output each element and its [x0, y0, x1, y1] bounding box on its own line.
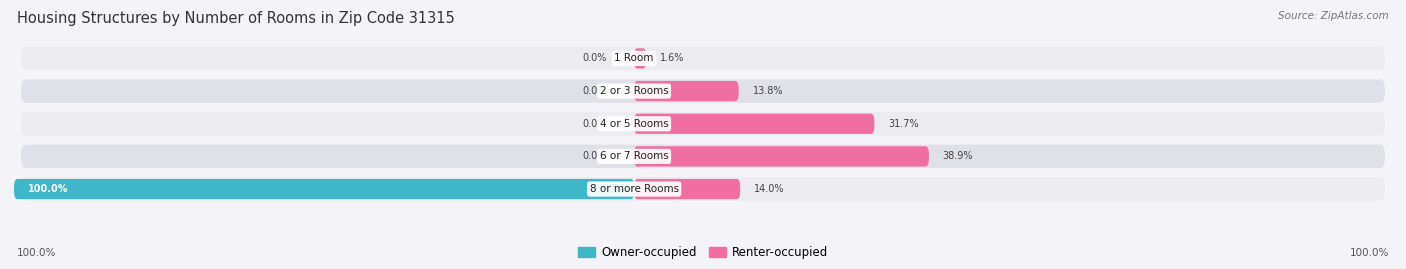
FancyBboxPatch shape	[21, 79, 1385, 103]
FancyBboxPatch shape	[634, 114, 875, 134]
Text: 38.9%: 38.9%	[942, 151, 973, 161]
Text: 31.7%: 31.7%	[889, 119, 918, 129]
FancyBboxPatch shape	[21, 47, 1385, 70]
Text: 6 or 7 Rooms: 6 or 7 Rooms	[600, 151, 668, 161]
FancyBboxPatch shape	[21, 112, 1385, 136]
Legend: Owner-occupied, Renter-occupied: Owner-occupied, Renter-occupied	[572, 242, 834, 264]
Text: 0.0%: 0.0%	[582, 86, 606, 96]
FancyBboxPatch shape	[21, 177, 1385, 201]
Text: 100.0%: 100.0%	[17, 248, 56, 258]
FancyBboxPatch shape	[634, 146, 929, 167]
Text: 0.0%: 0.0%	[582, 119, 606, 129]
Text: 100.0%: 100.0%	[1350, 248, 1389, 258]
FancyBboxPatch shape	[634, 179, 740, 199]
Text: 0.0%: 0.0%	[582, 151, 606, 161]
Text: Source: ZipAtlas.com: Source: ZipAtlas.com	[1278, 11, 1389, 21]
Text: 14.0%: 14.0%	[754, 184, 785, 194]
Text: Housing Structures by Number of Rooms in Zip Code 31315: Housing Structures by Number of Rooms in…	[17, 11, 454, 26]
Text: 1.6%: 1.6%	[659, 54, 685, 63]
FancyBboxPatch shape	[14, 179, 634, 199]
Text: 8 or more Rooms: 8 or more Rooms	[589, 184, 679, 194]
FancyBboxPatch shape	[634, 48, 647, 69]
FancyBboxPatch shape	[21, 145, 1385, 168]
Text: 1 Room: 1 Room	[614, 54, 654, 63]
Text: 100.0%: 100.0%	[28, 184, 69, 194]
FancyBboxPatch shape	[634, 81, 738, 101]
Text: 2 or 3 Rooms: 2 or 3 Rooms	[600, 86, 668, 96]
Text: 0.0%: 0.0%	[582, 54, 606, 63]
Text: 13.8%: 13.8%	[752, 86, 783, 96]
Text: 4 or 5 Rooms: 4 or 5 Rooms	[600, 119, 668, 129]
